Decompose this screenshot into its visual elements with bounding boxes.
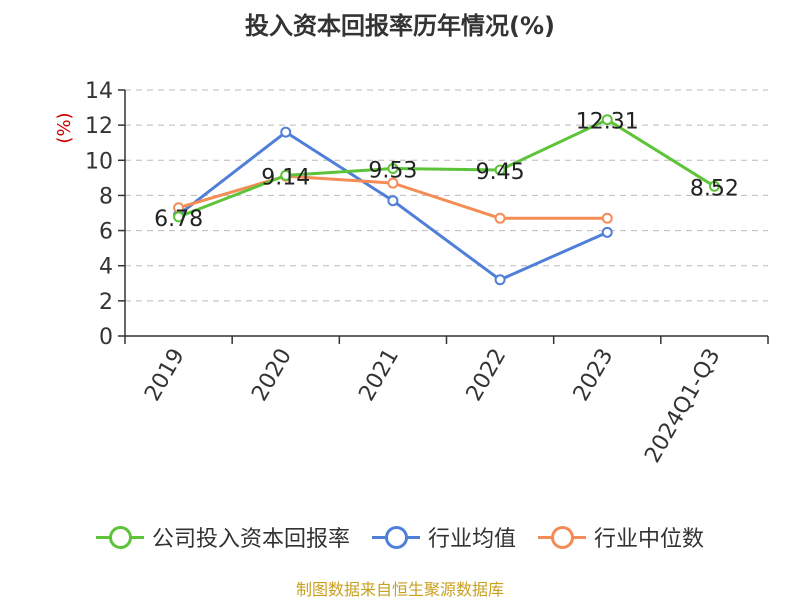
x-tick-label: 2021 xyxy=(354,345,404,406)
legend-item-industry-median[interactable]: 行业中位数 xyxy=(538,521,704,553)
legend-marker-company xyxy=(95,525,144,549)
chart-plot: 0 2 4 6 8 10 12 14 2019 2020 2021 2022 2023 2024Q1-Q3… xyxy=(54,79,769,468)
y-tick-label: 4 xyxy=(99,255,113,280)
legend-marker-industry-median xyxy=(538,525,586,549)
y-tick-label: 0 xyxy=(99,325,113,350)
x-tick-label: 2019 xyxy=(140,345,190,406)
legend-label-industry-median: 行业中位数 xyxy=(594,527,705,552)
series-point-2 xyxy=(494,212,506,224)
legend: 公司投入资本回报率 行业均值 行业中位数 xyxy=(0,520,800,554)
y-tick-label: 10 xyxy=(85,149,113,174)
y-tick-label: 8 xyxy=(99,184,113,209)
series-point-0 xyxy=(280,169,292,181)
x-tick-label: 2022 xyxy=(462,345,512,406)
data-label: 8.52 xyxy=(690,176,739,201)
y-axis-label: (%) xyxy=(54,112,75,143)
series-point-0 xyxy=(708,180,720,192)
chart-title: 投入资本回报率历年情况(%) xyxy=(245,12,555,40)
data-label: 9.45 xyxy=(476,160,525,185)
data-label: 9.53 xyxy=(368,159,417,184)
series-point-1 xyxy=(387,195,399,207)
data-label: 6.78 xyxy=(154,207,203,232)
legend-item-company[interactable]: 公司投入资本回报率 xyxy=(95,521,350,553)
series-point-0 xyxy=(387,163,399,175)
series-point-2 xyxy=(601,212,613,224)
series-point-1 xyxy=(280,126,292,138)
series-point-1 xyxy=(494,274,506,286)
series-line-0 xyxy=(178,118,716,219)
series-point-0 xyxy=(494,164,506,176)
y-tick-label: 12 xyxy=(85,114,113,139)
legend-item-industry-mean[interactable]: 行业均值 xyxy=(371,521,516,553)
y-tick-label: 6 xyxy=(99,220,113,245)
legend-label-industry-mean: 行业均值 xyxy=(427,527,516,552)
series-point-0 xyxy=(173,211,185,223)
y-tick-label: 14 xyxy=(85,79,113,104)
x-tick-label: 2020 xyxy=(247,345,297,406)
series-point-1 xyxy=(601,226,613,238)
data-label: 9.14 xyxy=(261,165,310,190)
series-point-2 xyxy=(387,177,399,189)
legend-label-company: 公司投入资本回报率 xyxy=(151,527,350,552)
x-tick-label: 2024Q1-Q3 xyxy=(640,345,725,468)
source-note: 制图数据来自恒生聚源数据库 xyxy=(295,580,504,599)
legend-marker-industry-mean xyxy=(371,525,420,549)
y-tick-label: 2 xyxy=(99,290,113,315)
series-point-0 xyxy=(601,114,613,126)
data-label: 12.31 xyxy=(576,110,639,135)
x-tick-label: 2023 xyxy=(569,345,619,406)
